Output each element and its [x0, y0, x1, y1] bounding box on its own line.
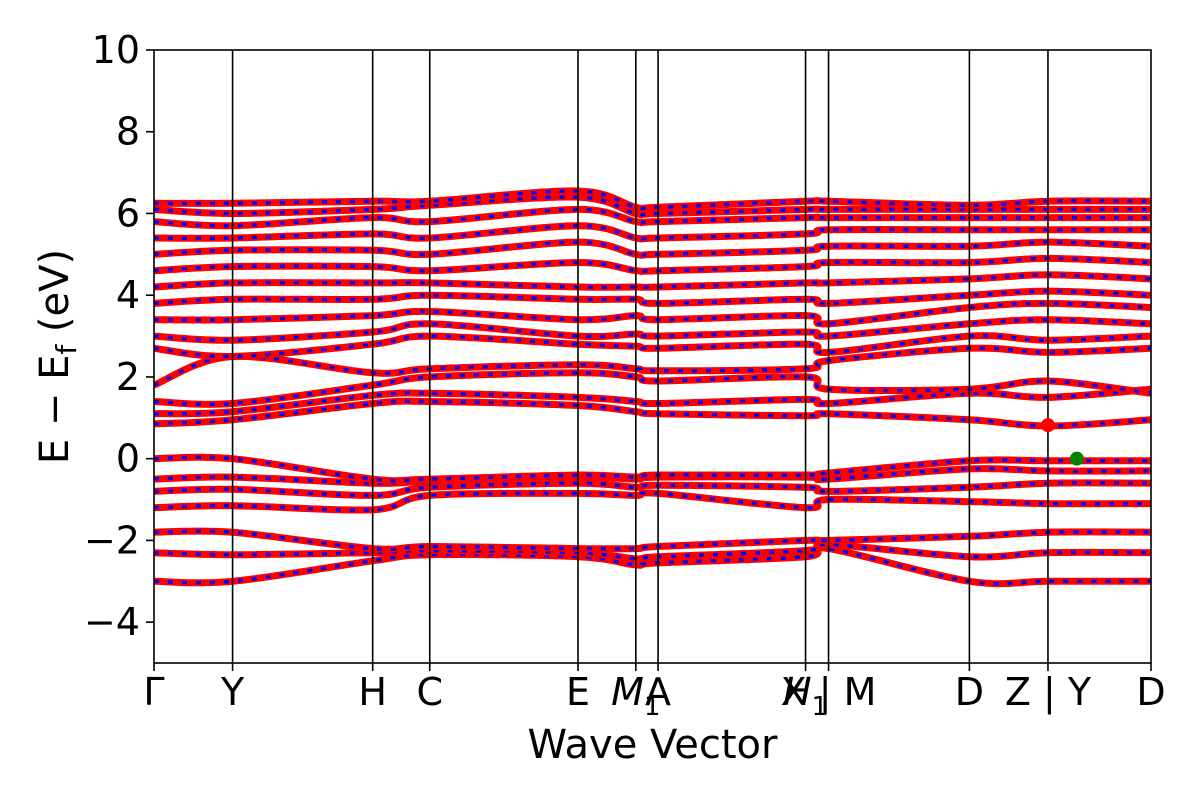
- band-line-spin-down: [154, 317, 1151, 342]
- bands-layer: [154, 187, 1151, 588]
- plot-frame: [153, 49, 1152, 664]
- x-tick-label: H: [358, 670, 387, 714]
- band-line-spin-down: [154, 333, 1151, 359]
- x-axis-title: Wave Vector: [528, 722, 779, 768]
- x-tick-label: A: [645, 670, 671, 714]
- y-axis: −4 −2 0 2 4 6 8 10: [84, 28, 154, 644]
- band-line-spin-up: [154, 544, 1151, 588]
- band-line-spin-down: [154, 289, 1151, 306]
- y-tick-label: 6: [116, 191, 140, 235]
- cbm-marker: [1040, 418, 1055, 433]
- x-axis: Γ Y H C E M1A H1X | M D Z | Y D: [143, 663, 1166, 722]
- band-line-spin-down: [154, 371, 1151, 407]
- band-line-spin-up: [154, 344, 1151, 389]
- band-line-spin-down: [154, 273, 1151, 290]
- band-line-spin-up: [154, 222, 1151, 243]
- x-tick-label: M1: [611, 670, 660, 722]
- band-line-spin-down: [154, 491, 1151, 512]
- y-axis-title-main: E − E: [32, 355, 78, 465]
- y-tick-label: 10: [92, 28, 140, 72]
- y-tick-label: 4: [116, 273, 140, 317]
- band-line-spin-down: [154, 301, 1151, 326]
- x-tick-label: D: [955, 670, 984, 714]
- extrema-markers: [1040, 418, 1084, 466]
- y-tick-label: −4: [84, 600, 140, 644]
- y-axis-title-unit: (eV): [32, 249, 78, 345]
- x-tick-label: Y: [220, 670, 245, 714]
- kpoint-lines: [231, 50, 1049, 663]
- band-line-spin-down: [154, 529, 1151, 552]
- band-line-spin-down: [154, 542, 1151, 561]
- x-tick-label: D: [1136, 670, 1165, 714]
- band-line-spin-down: [154, 223, 1151, 241]
- band-line-spin-down: [154, 189, 1151, 211]
- y-tick-label: −2: [84, 518, 140, 562]
- vbm-marker: [1069, 451, 1084, 466]
- y-axis-title: E − Ef (eV): [32, 249, 83, 464]
- band-line-spin-down: [154, 256, 1151, 274]
- y-axis-title-sub: f: [50, 344, 83, 355]
- y-tick-label: 2: [116, 355, 140, 399]
- band-line-spin-up: [154, 254, 1151, 275]
- band-line-spin-up: [154, 238, 1151, 259]
- band-line-spin-up: [154, 527, 1151, 553]
- x-tick-label: C: [416, 670, 443, 714]
- y-tick-label: 0: [116, 437, 140, 481]
- band-line-spin-down: [154, 207, 1151, 228]
- x-tick-label: H1: [783, 670, 828, 722]
- band-line-spin-down: [154, 387, 1151, 416]
- band-line-spin-down: [154, 455, 1151, 483]
- band-line-spin-down: [154, 240, 1151, 258]
- band-line-spin-up: [154, 369, 1151, 408]
- band-line-spin-up: [154, 271, 1151, 291]
- x-tick-label: Γ: [143, 670, 164, 714]
- band-line-spin-down: [154, 399, 1151, 428]
- x-tick-label: E: [566, 670, 590, 714]
- band-line-spin-down: [154, 481, 1151, 498]
- x-tick-label: X | M: [781, 670, 877, 715]
- band-line-spin-up: [154, 187, 1151, 213]
- y-tick-label: 8: [116, 110, 140, 154]
- x-tick-label: Z | Y: [1005, 670, 1092, 715]
- band-line-spin-down: [154, 195, 1151, 217]
